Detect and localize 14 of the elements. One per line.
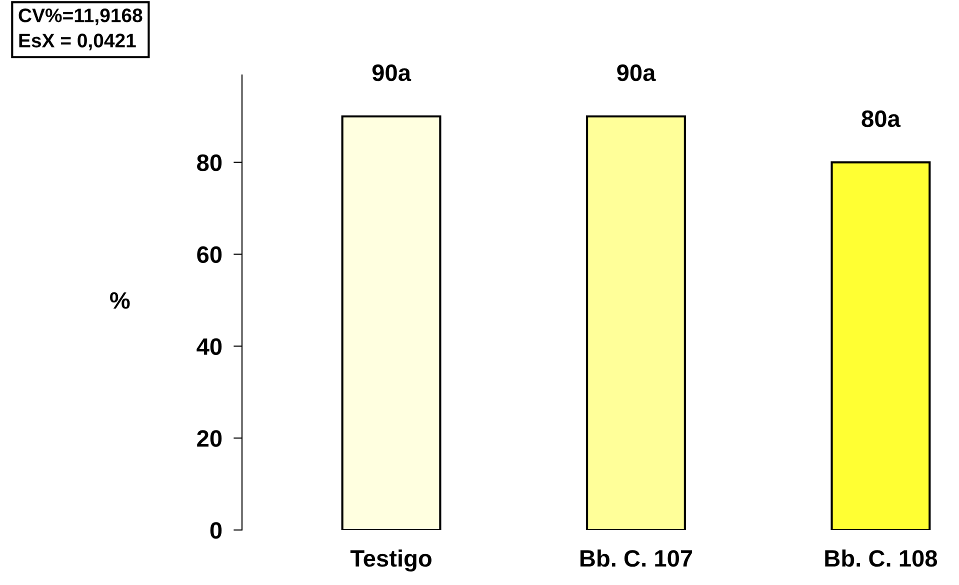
y-tick-label: 0 <box>210 522 222 539</box>
text: EsX = 0,0421 <box>19 34 136 50</box>
x-tick-label: Bb. C. 108 <box>825 549 938 567</box>
text: CV%=11,9168 <box>18 8 142 26</box>
y-axis-title: % <box>110 292 130 309</box>
x-tick-label: Bb. C. 107 <box>580 549 692 567</box>
y-tick-label: 40 <box>196 338 222 355</box>
data-label: 80a <box>862 110 901 128</box>
y-tick-label: 20 <box>197 430 222 447</box>
data-label: 90a <box>617 64 656 82</box>
data-label: 90a <box>372 64 412 82</box>
y-tick-label: 80 <box>197 154 222 172</box>
y-tick-label: 60 <box>197 246 222 264</box>
x-tick-label: Testigo <box>350 549 432 572</box>
